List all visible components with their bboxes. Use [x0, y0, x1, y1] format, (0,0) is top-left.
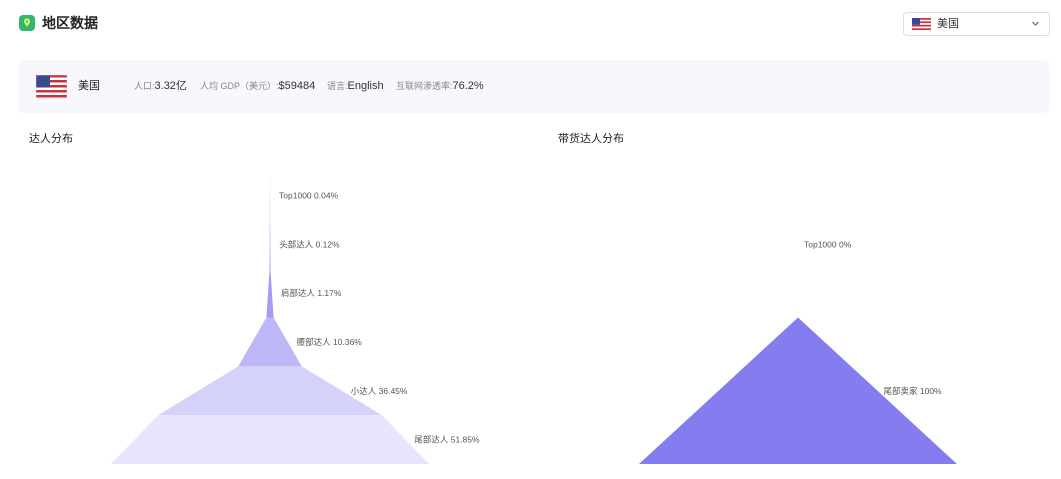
gdp-stat: 人均 GDP（美元）:$59484: [200, 80, 315, 93]
funnel-label-1-2: 头部达人 0.12%: [279, 239, 340, 249]
funnel-segment-1-5: [158, 366, 382, 416]
language-label: 语言:: [327, 81, 348, 91]
funnel-label-2-2: 尾部卖家 100%: [884, 386, 943, 396]
funnel-label-2-1: Top1000 0%: [804, 239, 852, 249]
internet-value: 76.2%: [452, 80, 484, 92]
chevron-down-icon: [1032, 21, 1039, 26]
funnel-label-1-3: 肩部达人 1.17%: [281, 288, 342, 298]
language-value: English: [347, 80, 384, 92]
country-info-card: 美国 人口:3.32亿 人均 GDP（美元）:$59484 语言:English…: [18, 60, 1050, 113]
us-flag-icon: [36, 75, 67, 99]
funnel-segment-1-4: [238, 317, 302, 367]
internet-label: 互联网渗透率:: [396, 81, 453, 91]
header: 地区数据 美国: [0, 0, 1061, 48]
population-stat: 人口:3.32亿: [134, 80, 187, 93]
population-value: 3.32亿: [154, 80, 187, 92]
us-flag-icon: [912, 18, 931, 30]
funnel-segment-1-2: [269, 219, 271, 269]
country-select[interactable]: 美国: [903, 12, 1050, 36]
country-name: 美国: [78, 80, 100, 92]
gdp-label: 人均 GDP（美元）:: [200, 81, 279, 91]
chart-title-creators: 达人分布: [29, 133, 73, 145]
funnel-segment-2-2: [639, 317, 957, 464]
map-pin-icon: [19, 15, 35, 31]
population-label: 人口:: [134, 81, 155, 91]
funnel-segment-1-3: [266, 268, 274, 318]
internet-stat: 互联网渗透率:76.2%: [396, 80, 484, 93]
funnel-label-1-4: 腰部达人 10.36%: [297, 337, 363, 347]
page-title: 地区数据: [42, 15, 98, 31]
country-select-value: 美国: [937, 18, 959, 30]
funnel-label-1-6: 尾部达人 51.85%: [414, 435, 480, 445]
language-stat: 语言:English: [327, 80, 384, 93]
funnel-label-1-1: Top1000 0.04%: [279, 190, 339, 200]
funnel-label-1-5: 小达人 36.45%: [351, 386, 408, 396]
gdp-value: $59484: [278, 80, 316, 92]
funnel-segment-1-6: [111, 415, 429, 464]
chart-title-sellers: 带货达人分布: [558, 133, 624, 145]
